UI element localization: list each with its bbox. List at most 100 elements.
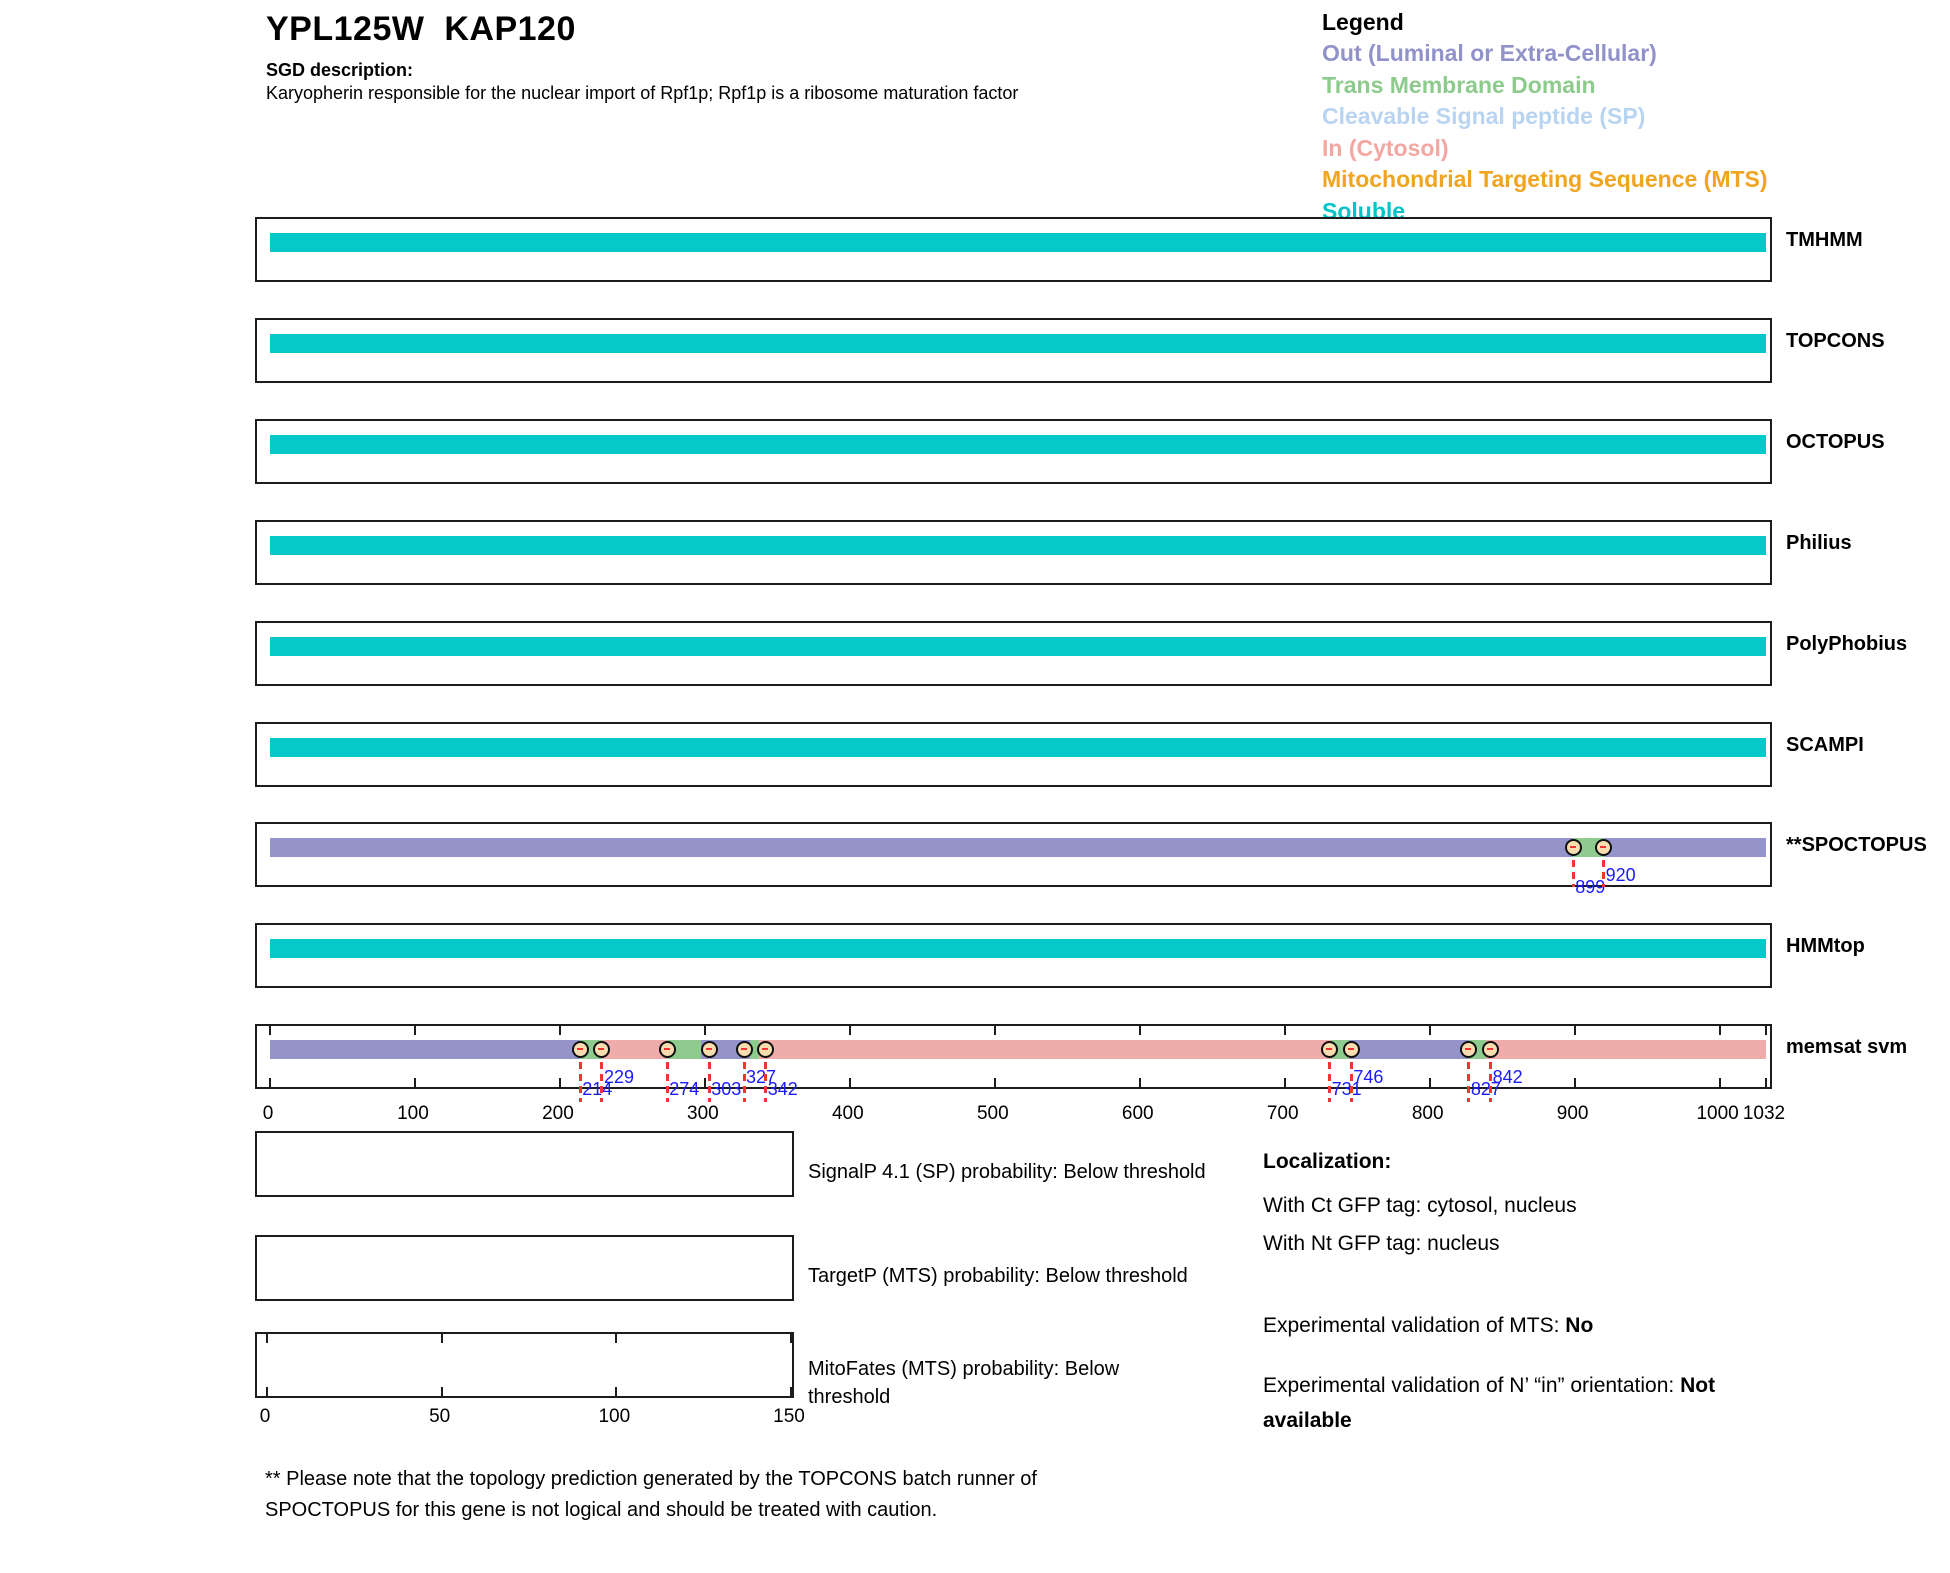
- axis-tick-600: [1138, 1078, 1141, 1087]
- plot-axis-tick-100: [615, 1334, 618, 1343]
- marker-drop-line: [764, 1049, 768, 1102]
- track-hmmtop: [255, 923, 1772, 988]
- segment-soluble: [270, 334, 1766, 353]
- legend-item-2: Trans Membrane Domain: [1322, 71, 1596, 98]
- marker-position-label: 842: [1492, 1067, 1523, 1087]
- track-label-polyphobius: PolyPhobius: [1786, 633, 1908, 655]
- marker-position-label: 274: [669, 1079, 700, 1099]
- tm-boundary-marker: [658, 1041, 676, 1058]
- segment-tm: [667, 1040, 701, 1059]
- track-octopus: [255, 419, 1772, 484]
- axis-tick-100: [413, 1026, 416, 1035]
- axis-tick-600: [1138, 1026, 1141, 1035]
- marker-dash-icon: [598, 1048, 605, 1050]
- axis-tick-300: [703, 1026, 706, 1035]
- track-label-tmhmm: TMHMM: [1786, 229, 1863, 251]
- legend-item-1: Out (Luminal or Extra-Cellular): [1322, 40, 1657, 66]
- page-title: YPL125W KAP120: [266, 10, 576, 48]
- axis-tick-100: [413, 1078, 416, 1087]
- axis-label-200: 200: [542, 1103, 574, 1124]
- marker-drop-line: [707, 1049, 711, 1102]
- axis-label-700: 700: [1266, 1103, 1299, 1124]
- segment-soluble: [270, 637, 1766, 656]
- marker-position-label: 746: [1353, 1067, 1384, 1087]
- axis-tick-400: [848, 1078, 851, 1087]
- plot-axis-tick-100: [615, 1387, 618, 1396]
- axis-tick-1000: [1718, 1026, 1721, 1035]
- plot-box-signalp: [255, 1131, 794, 1197]
- axis-tick-200: [558, 1026, 561, 1035]
- plot-axis-tick-0: [266, 1387, 268, 1396]
- segment-in: [601, 1040, 668, 1059]
- marker-dash-icon: [576, 1048, 583, 1050]
- tm-boundary-marker: [1595, 839, 1613, 856]
- segment-soluble: [270, 738, 1766, 757]
- segment-out: [270, 838, 1574, 857]
- axis-label-300: 300: [687, 1103, 719, 1124]
- marker-dash-icon: [1347, 1048, 1354, 1050]
- marker-drop-line: [1328, 1049, 1332, 1102]
- axis-tick-1032: [1765, 1078, 1767, 1087]
- plot-axis-label-50: 50: [429, 1406, 451, 1427]
- localization-heading: Localization:: [1263, 1150, 1392, 1173]
- legend-title: Legend: [1322, 9, 1404, 35]
- track-tmhmm: [255, 217, 1772, 282]
- axis-label-400: 400: [831, 1103, 864, 1124]
- axis-tick-700: [1283, 1026, 1286, 1035]
- segment-out: [270, 1040, 581, 1059]
- axis-tick-900: [1573, 1026, 1576, 1035]
- segment-out: [1603, 838, 1766, 857]
- axis-label-500: 500: [976, 1103, 1009, 1124]
- marker-drop-line: [1489, 1049, 1493, 1102]
- tm-boundary-marker: [700, 1041, 718, 1058]
- track-label-octopus: OCTOPUS: [1786, 431, 1885, 453]
- legend-items: Out (Luminal or Extra-Cellular) Trans Mem…: [1322, 38, 1768, 227]
- tm-boundary-marker: [571, 1041, 589, 1058]
- axis-tick-800: [1428, 1078, 1431, 1087]
- axis-tick-0: [269, 1026, 271, 1035]
- track-label-scampi: SCAMPI: [1786, 734, 1864, 756]
- legend-item-4: In (Cytosol): [1322, 134, 1449, 161]
- marker-dash-icon: [1487, 1048, 1494, 1050]
- marker-drop-line: [578, 1049, 582, 1102]
- axis-label-0: 0: [262, 1103, 274, 1124]
- marker-dash-icon: [1465, 1048, 1472, 1050]
- track-scampi: [255, 722, 1772, 787]
- axis-tick-700: [1283, 1078, 1286, 1087]
- track-label-philius: Philius: [1786, 532, 1852, 554]
- marker-position-label: 827: [1470, 1079, 1501, 1099]
- track-label-memsat-svm: memsat svm: [1786, 1036, 1908, 1058]
- segment-soluble: [270, 233, 1766, 252]
- tm-boundary-marker: [1321, 1041, 1339, 1058]
- plot-axis-tick-50: [440, 1387, 443, 1396]
- marker-drop-line: [1571, 847, 1575, 887]
- axis-label-1032: 1032: [1742, 1103, 1786, 1124]
- track-label-hmmtop: HMMtop: [1786, 935, 1865, 957]
- segment-out: [1348, 1040, 1469, 1059]
- mts-validation-label: Experimental validation of MTS:: [1263, 1314, 1566, 1337]
- axis-label-1000: 1000: [1696, 1103, 1739, 1124]
- tm-boundary-marker: [1342, 1041, 1360, 1058]
- plot-box-mitofates: [255, 1332, 794, 1398]
- orientation-validation-label: Experimental validation of N’ “in” orien…: [1263, 1374, 1681, 1397]
- plot-caption-mitofates: MitoFates (MTS) probability: Below thres…: [808, 1358, 1120, 1408]
- segment-soluble: [270, 435, 1766, 454]
- sgd-description-text: Karyopherin responsible for the nuclear …: [266, 83, 1019, 103]
- plot-axis-label-150: 150: [773, 1406, 805, 1427]
- sgd-description-label: SGD description:: [266, 60, 414, 80]
- axis-label-800: 800: [1411, 1103, 1444, 1124]
- plot-box-targetp: [255, 1235, 794, 1301]
- orientation-validation-line: Experimental validation of N’ “in” orien…: [1263, 1368, 1748, 1438]
- segment-soluble: [270, 536, 1766, 555]
- marker-dash-icon: [705, 1048, 712, 1050]
- marker-dash-icon: [1600, 846, 1607, 848]
- plot-caption-targetp: TargetP (MTS) probability: Below thresho…: [808, 1265, 1188, 1287]
- axis-tick-1032: [1765, 1026, 1767, 1035]
- marker-position-label: 920: [1605, 865, 1636, 885]
- axis-tick-1000: [1718, 1078, 1721, 1087]
- tm-boundary-marker: [593, 1041, 611, 1058]
- plot-axis-tick-50: [440, 1334, 443, 1343]
- marker-position-label: 229: [603, 1067, 634, 1087]
- axis-tick-800: [1428, 1026, 1431, 1035]
- track-label-spoctopus: **SPOCTOPUS: [1786, 834, 1927, 856]
